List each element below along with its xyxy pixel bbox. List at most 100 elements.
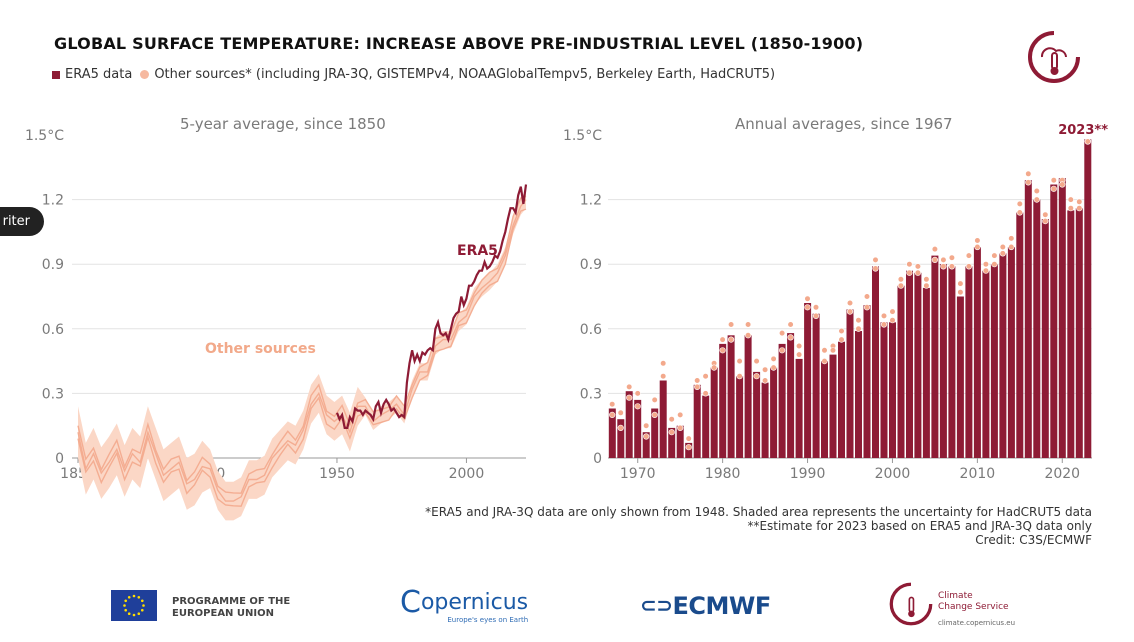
y-tick-label: 1.5°C xyxy=(563,128,602,144)
other-source-point xyxy=(634,403,641,410)
footnote-2: **Estimate for 2023 based on ERA5 and JR… xyxy=(747,519,1092,533)
other-source-point xyxy=(719,347,726,354)
bar-2005 xyxy=(931,255,939,458)
other-source-point xyxy=(872,256,879,264)
legend-era5-label: ERA5 data xyxy=(65,67,133,82)
footnote-credit: Credit: C3S/ECMWF xyxy=(975,533,1092,547)
bar-1968 xyxy=(617,419,625,458)
other-source-point xyxy=(948,263,956,270)
bar-1983 xyxy=(744,335,752,458)
other-source-point xyxy=(812,312,820,320)
other-source-point xyxy=(736,373,743,380)
other-source-point xyxy=(1025,179,1032,186)
bar-2003 xyxy=(914,272,922,458)
other-source-point xyxy=(736,358,743,365)
other-source-point xyxy=(609,411,616,419)
other-source-point xyxy=(761,366,769,373)
bar-1992 xyxy=(821,361,828,458)
other-source-point xyxy=(1033,196,1040,203)
y-tick-label: 1.2 xyxy=(42,193,64,209)
uncertainty-band xyxy=(78,191,526,521)
other-source-point xyxy=(685,435,692,442)
other-source-point xyxy=(991,261,998,268)
y-tick-label: 0.6 xyxy=(42,322,64,338)
other-source-point xyxy=(753,358,760,365)
other-source-point xyxy=(957,289,964,296)
other-source-point xyxy=(991,252,998,259)
bar-1985 xyxy=(761,382,769,458)
bar-2010 xyxy=(973,247,981,458)
bar-chart: 1.5°C 1.2 0.9 0.6 0.3 0 1970 1980 1990 2000 2010 20… xyxy=(563,123,1108,482)
eu-line-1: PROGRAMME OF THE xyxy=(172,596,291,607)
era5-line xyxy=(335,184,528,429)
other-source-point xyxy=(1076,198,1083,205)
bar-1991 xyxy=(812,313,820,458)
bar-1998 xyxy=(872,266,879,458)
other-source-point xyxy=(778,330,786,337)
other-source-point xyxy=(761,377,769,384)
legend-other-swatch xyxy=(140,70,150,79)
other-source-point xyxy=(940,256,947,264)
other-source-point xyxy=(897,276,905,283)
bar-2000 xyxy=(889,322,896,458)
copernicus-wordmark: opernicus xyxy=(420,590,529,615)
other-source-point xyxy=(821,358,828,365)
bar-1997 xyxy=(863,305,871,458)
eu-line-2: EUROPEAN UNION xyxy=(172,608,274,619)
other-source-point xyxy=(710,364,718,371)
y-tick-label: 1.5°C xyxy=(25,128,64,144)
x-tick-label: 1950 xyxy=(319,466,355,482)
y-tick-label: 0.6 xyxy=(580,322,602,338)
y-tick-label: 0 xyxy=(55,451,64,467)
bar-2015 xyxy=(1016,212,1024,458)
other-source-point xyxy=(787,334,794,341)
bar-1990 xyxy=(804,303,812,458)
other-source-point xyxy=(855,325,862,332)
other-source-point xyxy=(974,243,981,251)
other-source-point xyxy=(999,250,1006,257)
other-source-point xyxy=(651,411,658,419)
bar-1989 xyxy=(795,358,803,458)
other-source-point xyxy=(863,293,871,300)
other-source-point xyxy=(744,321,752,328)
other-source-point xyxy=(855,317,862,324)
x-tick-label: 2010 xyxy=(960,466,996,482)
bar-2006 xyxy=(939,264,947,458)
other-source-point xyxy=(872,265,879,272)
other-source-point xyxy=(626,383,633,391)
other-source-point xyxy=(812,304,820,311)
other-source-point xyxy=(719,336,726,343)
other-source-point xyxy=(753,373,760,380)
bar-1980 xyxy=(719,343,727,458)
other-sources-line xyxy=(77,208,527,507)
bar-2021 xyxy=(1067,210,1075,458)
other-source-point xyxy=(846,299,854,307)
other-source-point xyxy=(897,282,905,289)
other-source-point xyxy=(668,416,675,423)
other-source-point xyxy=(1076,205,1083,212)
bar-2018 xyxy=(1041,219,1049,458)
other-source-point xyxy=(1033,187,1040,195)
c3s-line-2: Change Service xyxy=(938,602,1009,612)
bar-1988 xyxy=(787,333,795,458)
other-source-point xyxy=(982,261,990,268)
writer-side-tab[interactable]: riter xyxy=(0,207,44,236)
bar-1982 xyxy=(736,376,744,458)
x-tick-label: 2000 xyxy=(449,466,485,482)
left-chart-subtitle: 5-year average, since 1850 xyxy=(180,115,386,133)
other-source-point xyxy=(846,308,854,315)
ecmwf-wordmark: ECMWF xyxy=(672,592,772,620)
other-source-point xyxy=(965,252,973,259)
bar-1974 xyxy=(668,427,676,458)
other-source-point xyxy=(889,317,896,324)
bar-2023-annotation: 2023** xyxy=(1058,123,1108,138)
other-source-point xyxy=(923,282,930,289)
legend: ERA5 data Other sources* (including JRA-… xyxy=(52,67,775,82)
other-source-point xyxy=(626,394,633,401)
copernicus-c-icon: C xyxy=(400,585,421,620)
chart-title: GLOBAL SURFACE TEMPERATURE: INCREASE ABO… xyxy=(54,34,864,53)
bar-2004 xyxy=(922,287,930,458)
bar-1977 xyxy=(693,384,701,458)
footnotes: *ERA5 and JRA-3Q data are only shown fro… xyxy=(425,505,1092,547)
other-source-point xyxy=(965,263,973,270)
